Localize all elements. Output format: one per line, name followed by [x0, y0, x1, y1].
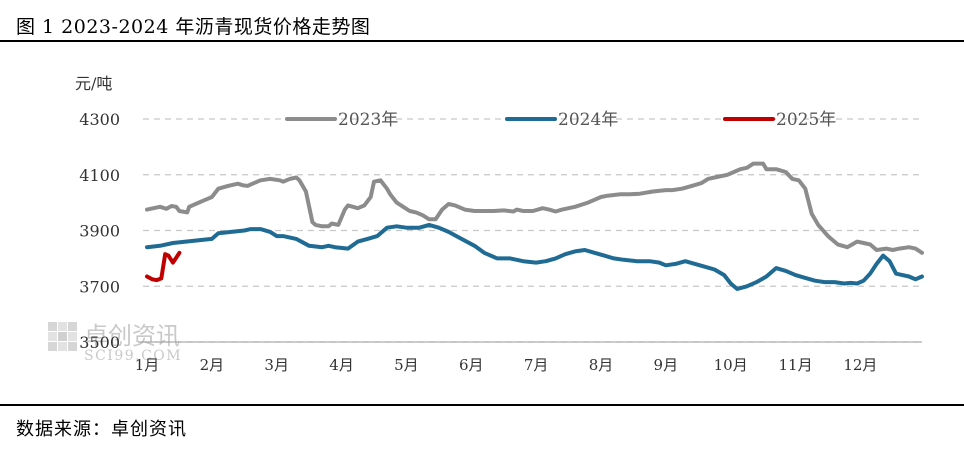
y-tick-label: 4100 [79, 166, 120, 185]
x-tick-label: 3月 [264, 356, 289, 374]
x-tick-label: 9月 [654, 356, 679, 374]
x-tick-label: 2月 [200, 356, 225, 374]
x-tick-label: 11月 [778, 356, 812, 374]
legend: 2023年 2024年 2025年 [285, 110, 836, 130]
x-tick-label: 10月 [714, 356, 748, 374]
legend-label: 2024年 [558, 110, 618, 130]
data-source: 数据来源：卓创资讯 [16, 419, 187, 440]
x-tick-label: 7月 [524, 356, 549, 374]
series-line-2023年 [145, 161, 924, 255]
series-line-2024年 [145, 222, 924, 291]
y-axis-unit: 元/吨 [75, 74, 112, 93]
x-tick-label: 6月 [459, 356, 484, 374]
top-rule [0, 40, 964, 42]
y-tick-label: 3900 [79, 222, 120, 241]
legend-label: 2025年 [776, 110, 836, 130]
bottom-rule [0, 404, 964, 406]
y-tick-label: 3500 [79, 333, 120, 352]
series-line-2025年 [145, 250, 182, 283]
x-tick-label: 1月 [135, 356, 160, 374]
x-tick-label: 5月 [394, 356, 419, 374]
x-tick-label: 4月 [329, 356, 354, 374]
watermark-name: 卓创资讯 [84, 322, 180, 350]
watermark-logo-icon [48, 322, 77, 351]
y-tick-label: 4300 [79, 110, 120, 129]
watermark: 卓创资讯 SCI99.COM [48, 322, 182, 364]
watermark-url: SCI99.COM [84, 348, 182, 364]
figure-title: 图 1 2023-2024 年沥青现货价格走势图 [16, 16, 371, 38]
y-tick-label: 3700 [79, 277, 120, 296]
x-tick-label: 12月 [843, 356, 877, 374]
y-axis-ticks: 4300 4100 3900 3700 3500 [79, 110, 120, 352]
series-lines [145, 161, 924, 291]
x-tick-label: 8月 [589, 356, 614, 374]
legend-label: 2023年 [338, 110, 398, 130]
x-axis: 1月 2月 3月 4月 5月 6月 7月 8月 9月 10月 11月 12月 [135, 341, 922, 374]
